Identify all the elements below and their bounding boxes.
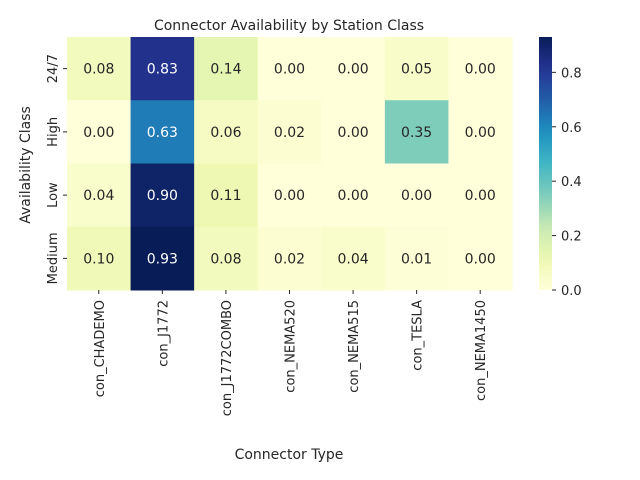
y-tick-label: High bbox=[46, 117, 61, 147]
heatmap-cell bbox=[257, 100, 322, 164]
cell-value-label: 0.11 bbox=[210, 188, 241, 204]
x-axis-label: Connector Type bbox=[235, 447, 344, 463]
heatmap-cell bbox=[321, 163, 386, 228]
cell-value-label: 0.04 bbox=[337, 251, 368, 267]
y-axis-label: Availability Class bbox=[18, 106, 34, 224]
cell-value-label: 0.00 bbox=[465, 188, 496, 204]
colorbar-tick-label: 0.8 bbox=[561, 66, 582, 81]
heatmap-cell bbox=[321, 37, 386, 101]
cell-value-label: 0.00 bbox=[274, 62, 305, 78]
heatmap-cell bbox=[194, 163, 259, 228]
x-tick-label: con_NEMA520 bbox=[284, 300, 299, 393]
heatmap-cell bbox=[194, 100, 259, 164]
heatmap-cell bbox=[130, 226, 195, 291]
cell-value-label: 0.01 bbox=[401, 251, 432, 267]
cell-value-label: 0.08 bbox=[83, 62, 114, 78]
cell-value-label: 0.00 bbox=[337, 125, 368, 141]
x-tick-labels: con_CHADEMO con_J1772 con_J1772COMBO con_NE… bbox=[93, 290, 489, 416]
heatmap-cell bbox=[67, 163, 132, 228]
heatmap-cell bbox=[130, 100, 195, 164]
heatmap-cell bbox=[257, 163, 322, 228]
heatmap-cell bbox=[321, 226, 386, 291]
cell-value-label: 0.04 bbox=[83, 188, 114, 204]
colorbar-tick-label: 0.6 bbox=[561, 121, 582, 136]
cell-value-label: 0.00 bbox=[465, 125, 496, 141]
x-tick-label: con_TESLA bbox=[411, 300, 426, 371]
cell-value-label: 0.93 bbox=[147, 251, 178, 267]
heatmap-cell bbox=[130, 37, 195, 101]
x-tick-label: con_J1772 bbox=[156, 300, 171, 367]
heatmap-cell bbox=[194, 37, 259, 101]
heatmap-cell bbox=[448, 226, 513, 291]
heatmap-cell bbox=[321, 100, 386, 164]
cell-value-label: 0.10 bbox=[83, 251, 114, 267]
cell-value-label: 0.35 bbox=[401, 125, 432, 141]
colorbar-tick-label: 0.4 bbox=[561, 175, 582, 190]
cell-value-label: 0.00 bbox=[401, 188, 432, 204]
y-tick-labels: 24/7 High Low Medium bbox=[46, 54, 67, 284]
heatmap-cell bbox=[448, 163, 513, 228]
y-tick-label: Medium bbox=[46, 232, 61, 284]
cell-value-label: 0.06 bbox=[210, 125, 241, 141]
cell-value-label: 0.08 bbox=[210, 251, 241, 267]
heatmap-cell bbox=[67, 226, 132, 291]
x-tick-label: con_J1772COMBO bbox=[220, 300, 235, 416]
heatmap-cell bbox=[257, 226, 322, 291]
heatmap-cell bbox=[130, 163, 195, 228]
cell-value-label: 0.00 bbox=[337, 62, 368, 78]
x-tick-label: con_NEMA515 bbox=[347, 300, 362, 393]
cell-value-label: 0.02 bbox=[274, 125, 305, 141]
heatmap-cell bbox=[257, 37, 322, 101]
x-tick-label: con_CHADEMO bbox=[93, 300, 108, 397]
heatmap-cell bbox=[448, 37, 513, 101]
y-tick-label: Low bbox=[46, 182, 61, 208]
cell-value-label: 0.00 bbox=[465, 251, 496, 267]
heatmap-cell bbox=[384, 163, 449, 228]
chart-title: Connector Availability by Station Class bbox=[154, 18, 424, 34]
cell-value-label: 0.05 bbox=[401, 62, 432, 78]
cell-value-label: 0.00 bbox=[337, 188, 368, 204]
cell-value-label: 0.00 bbox=[83, 125, 114, 141]
y-tick-label: 24/7 bbox=[46, 54, 61, 83]
colorbar-gradient bbox=[539, 37, 552, 290]
cell-value-label: 0.00 bbox=[465, 62, 496, 78]
heatmap-cell bbox=[384, 100, 449, 164]
cell-value-label: 0.90 bbox=[147, 188, 178, 204]
cell-value-label: 0.63 bbox=[147, 125, 178, 141]
heatmap-cell bbox=[67, 37, 132, 101]
cell-value-label: 0.00 bbox=[274, 188, 305, 204]
heatmap-cell bbox=[384, 226, 449, 291]
colorbar-tick-label: 0.2 bbox=[561, 230, 582, 245]
heatmap-cell bbox=[67, 100, 132, 164]
cell-value-label: 0.83 bbox=[147, 62, 178, 78]
heatmap-cell bbox=[448, 100, 513, 164]
colorbar-tick-label: 0.0 bbox=[561, 284, 582, 299]
x-tick-label: con_NEMA1450 bbox=[474, 300, 489, 401]
cell-value-label: 0.14 bbox=[210, 62, 241, 78]
heatmap-cells: 0.08 0.83 0.14 0.00 0.00 0.05 0.00 0.00 0.63 0.06… bbox=[67, 37, 513, 291]
heatmap-cell bbox=[384, 37, 449, 101]
heatmap-cell bbox=[194, 226, 259, 291]
colorbar: 0.0 0.2 0.4 0.6 0.8 bbox=[539, 37, 582, 299]
cell-value-label: 0.02 bbox=[274, 251, 305, 267]
